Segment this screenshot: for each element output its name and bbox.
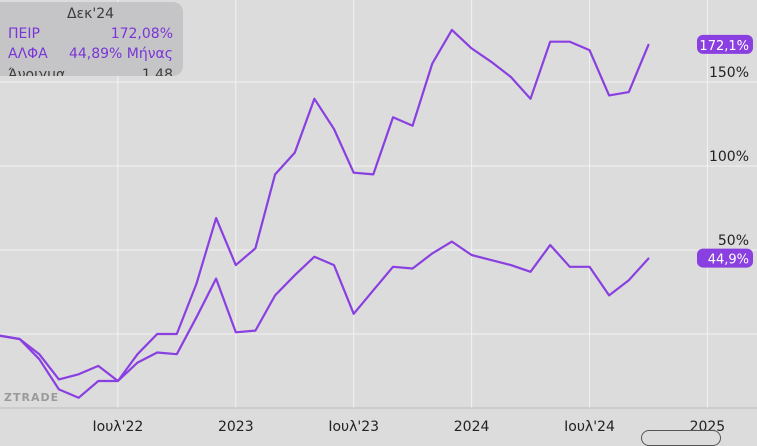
series-end-label: 172,1%	[699, 39, 749, 54]
tooltip-row-alfa: ΑΛΦΑ 44,89% Μήνας	[8, 44, 173, 64]
x-tick-label: 2024	[454, 419, 490, 434]
tooltip-series-name: ΠΕΙΡ	[8, 24, 40, 44]
y-tick-label: 50%	[718, 233, 749, 249]
tooltip-series-value: 172,08%	[111, 24, 173, 44]
tooltip-row-peir: ΠΕΙΡ 172,08%	[8, 24, 173, 44]
x-tick-label: Ιουλ'22	[93, 419, 144, 434]
tooltip-series-name: ΑΛΦΑ	[8, 44, 48, 64]
y-tick-label: 100%	[709, 149, 749, 165]
x-tick-label: Ιουλ'23	[328, 419, 379, 434]
tooltip-series-name: Άνοιγμα	[8, 65, 65, 76]
tooltip-series-value: 44,89% Μήνας	[69, 44, 173, 64]
range-selector-button[interactable]	[641, 430, 721, 446]
tooltip-row-open: Άνοιγμα 1,48	[8, 65, 173, 76]
series-end-label: 44,9%	[708, 253, 749, 268]
tooltip-series-value: 1,48	[142, 65, 173, 76]
watermark-text: ZTRADE	[4, 391, 59, 404]
tooltip-title: Δεκ'24	[8, 4, 173, 24]
series-line-2	[0, 242, 648, 398]
y-tick-label: 150%	[709, 65, 749, 81]
hover-tooltip: Δεκ'24 ΠΕΙΡ 172,08% ΑΛΦΑ 44,89% Μήνας Άν…	[0, 2, 183, 76]
series-line-1	[0, 30, 648, 381]
x-tick-label: Ιουλ'24	[564, 419, 615, 434]
x-tick-label: 2023	[218, 419, 254, 434]
